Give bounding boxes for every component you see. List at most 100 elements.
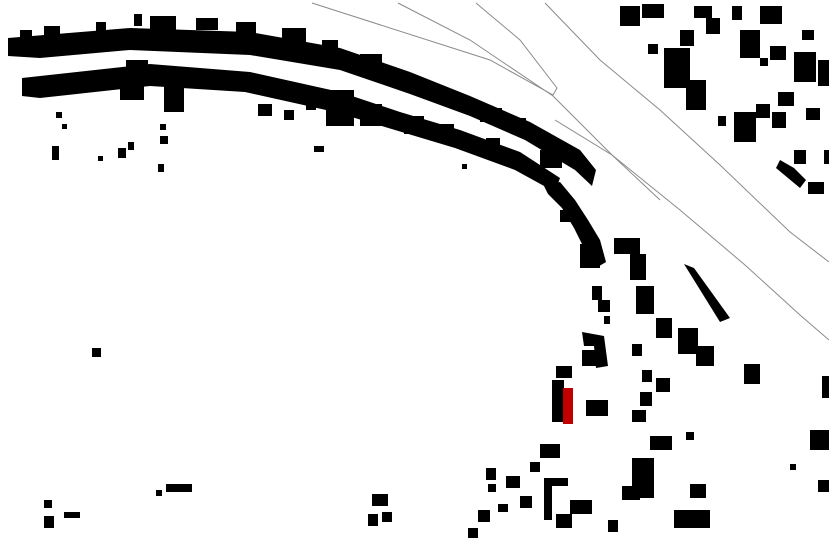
- building: [326, 90, 354, 126]
- building: [540, 444, 560, 458]
- building: [368, 514, 378, 526]
- building: [314, 146, 324, 152]
- building: [760, 58, 768, 66]
- building: [166, 484, 192, 492]
- building: [674, 510, 710, 528]
- building: [622, 486, 640, 500]
- building: [462, 164, 467, 169]
- road-line: [544, 2, 829, 263]
- building: [520, 496, 532, 508]
- building: [656, 318, 672, 338]
- building-footprints: [8, 4, 829, 538]
- building: [556, 366, 572, 378]
- building: [382, 512, 392, 522]
- building: [756, 104, 770, 118]
- building: [44, 516, 54, 528]
- building: [808, 182, 824, 194]
- building: [360, 104, 382, 126]
- building: [656, 378, 670, 392]
- building: [540, 150, 562, 168]
- building: [322, 40, 338, 52]
- building: [412, 82, 430, 94]
- road-line: [311, 2, 558, 96]
- building: [680, 30, 694, 46]
- building: [810, 430, 829, 450]
- building: [822, 376, 829, 398]
- building: [62, 124, 67, 129]
- building: [478, 510, 490, 522]
- building: [98, 156, 103, 161]
- building: [686, 80, 706, 110]
- building: [372, 494, 388, 506]
- building: [580, 244, 600, 268]
- building: [56, 112, 62, 118]
- building: [560, 210, 574, 222]
- building: [664, 48, 690, 88]
- building: [468, 528, 478, 538]
- building: [776, 160, 806, 188]
- building: [794, 150, 806, 164]
- building: [632, 410, 646, 422]
- building-row: [22, 64, 560, 192]
- building: [530, 462, 540, 472]
- building: [150, 16, 176, 30]
- building: [498, 504, 508, 512]
- building: [544, 478, 568, 520]
- building: [592, 286, 602, 300]
- building: [684, 264, 730, 322]
- building: [134, 14, 142, 26]
- building: [734, 112, 756, 142]
- building: [128, 142, 134, 150]
- building: [582, 350, 596, 366]
- building: [196, 18, 218, 30]
- building: [570, 500, 592, 514]
- building: [790, 464, 796, 470]
- building: [772, 112, 786, 128]
- building: [44, 500, 52, 508]
- building: [818, 60, 829, 86]
- building: [744, 364, 760, 384]
- building: [22, 82, 32, 94]
- building: [694, 6, 712, 18]
- building: [706, 18, 720, 34]
- building: [284, 110, 294, 120]
- building: [156, 490, 162, 496]
- building: [794, 52, 816, 82]
- building: [632, 344, 642, 356]
- building: [824, 150, 829, 164]
- building: [64, 512, 80, 518]
- building: [552, 380, 564, 422]
- building: [492, 146, 500, 152]
- building: [686, 432, 694, 440]
- building: [818, 480, 829, 492]
- building: [120, 86, 144, 100]
- building: [52, 146, 59, 160]
- building: [740, 30, 760, 58]
- building: [360, 54, 382, 68]
- building: [44, 84, 56, 94]
- road-lines: [311, 2, 829, 341]
- building: [648, 44, 658, 54]
- building: [604, 316, 610, 324]
- building: [282, 28, 306, 42]
- building: [508, 118, 526, 130]
- building: [440, 90, 452, 104]
- building: [44, 26, 60, 36]
- building: [158, 164, 164, 172]
- building: [126, 60, 148, 68]
- building: [636, 286, 654, 314]
- building: [486, 468, 496, 480]
- building: [732, 6, 742, 20]
- building: [630, 254, 646, 280]
- building: [586, 400, 608, 416]
- rail-line: [554, 119, 829, 341]
- building: [640, 392, 652, 406]
- building: [404, 116, 424, 134]
- building: [164, 84, 184, 112]
- building: [806, 108, 820, 120]
- building: [92, 348, 101, 357]
- building: [480, 108, 502, 122]
- building: [488, 484, 496, 492]
